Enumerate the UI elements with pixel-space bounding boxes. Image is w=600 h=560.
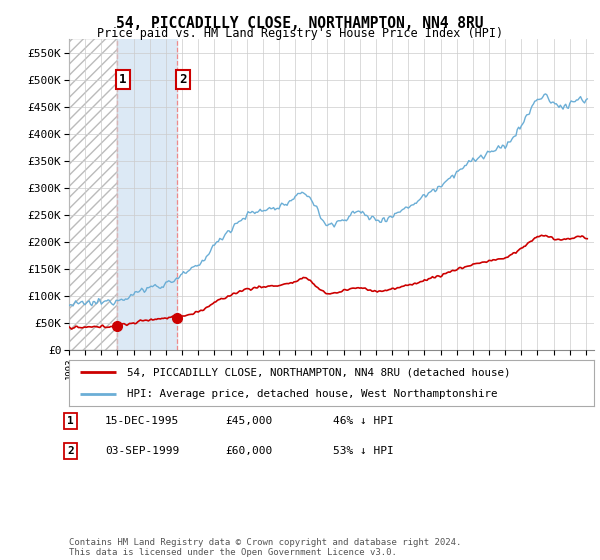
Text: 2: 2 <box>179 73 187 86</box>
Text: 53% ↓ HPI: 53% ↓ HPI <box>333 446 394 456</box>
Text: HPI: Average price, detached house, West Northamptonshire: HPI: Average price, detached house, West… <box>127 389 497 399</box>
Text: 15-DEC-1995: 15-DEC-1995 <box>105 416 179 426</box>
Text: 1: 1 <box>119 73 127 86</box>
Text: 1: 1 <box>67 416 74 426</box>
Text: 54, PICCADILLY CLOSE, NORTHAMPTON, NN4 8RU (detached house): 54, PICCADILLY CLOSE, NORTHAMPTON, NN4 8… <box>127 367 510 377</box>
Text: 03-SEP-1999: 03-SEP-1999 <box>105 446 179 456</box>
Text: Contains HM Land Registry data © Crown copyright and database right 2024.
This d: Contains HM Land Registry data © Crown c… <box>69 538 461 557</box>
Bar <box>117 39 177 350</box>
Text: £45,000: £45,000 <box>225 416 272 426</box>
Text: £60,000: £60,000 <box>225 446 272 456</box>
Text: 2: 2 <box>67 446 74 456</box>
Text: 46% ↓ HPI: 46% ↓ HPI <box>333 416 394 426</box>
Bar <box>69 39 117 350</box>
Text: Price paid vs. HM Land Registry's House Price Index (HPI): Price paid vs. HM Land Registry's House … <box>97 27 503 40</box>
Text: 54, PICCADILLY CLOSE, NORTHAMPTON, NN4 8RU: 54, PICCADILLY CLOSE, NORTHAMPTON, NN4 8… <box>116 16 484 31</box>
